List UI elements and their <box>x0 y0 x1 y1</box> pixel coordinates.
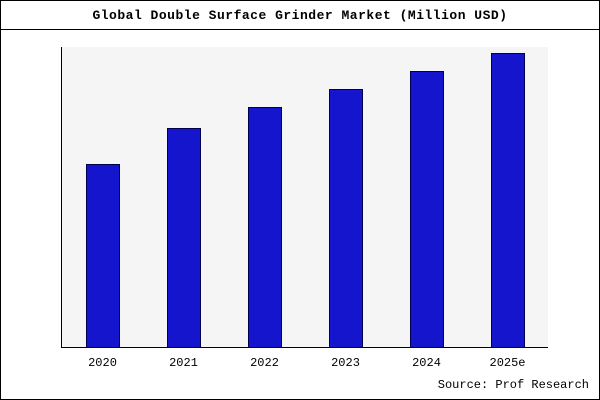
x-tick-label-2021: 2021 <box>169 356 198 370</box>
x-tick-label-2022: 2022 <box>250 356 279 370</box>
x-tick-label-2025e: 2025e <box>489 356 526 370</box>
bar-2023 <box>328 89 363 347</box>
plot-area: 2020 2021 2022 2023 2024 2025e <box>61 47 548 370</box>
bar-2025e <box>490 53 525 347</box>
x-tick-label-2020: 2020 <box>88 356 117 370</box>
bar-slot-2022: 2022 <box>224 47 305 370</box>
bar-2022 <box>247 107 282 347</box>
chart-title: Global Double Surface Grinder Market (Mi… <box>1 1 599 30</box>
x-tick-label-2024: 2024 <box>412 356 441 370</box>
bar-slot-2024: 2024 <box>386 47 467 370</box>
bar-slot-2021: 2021 <box>143 47 224 370</box>
bar-slot-2023: 2023 <box>305 47 386 370</box>
bar-2020 <box>85 164 120 347</box>
bar-2024 <box>409 71 444 347</box>
bar-slot-2020: 2020 <box>62 47 143 370</box>
bar-slot-2025e: 2025e <box>467 47 548 370</box>
x-tick-label-2023: 2023 <box>331 356 360 370</box>
source-credit: Source: Prof Research <box>437 378 589 392</box>
bar-2021 <box>166 128 201 347</box>
